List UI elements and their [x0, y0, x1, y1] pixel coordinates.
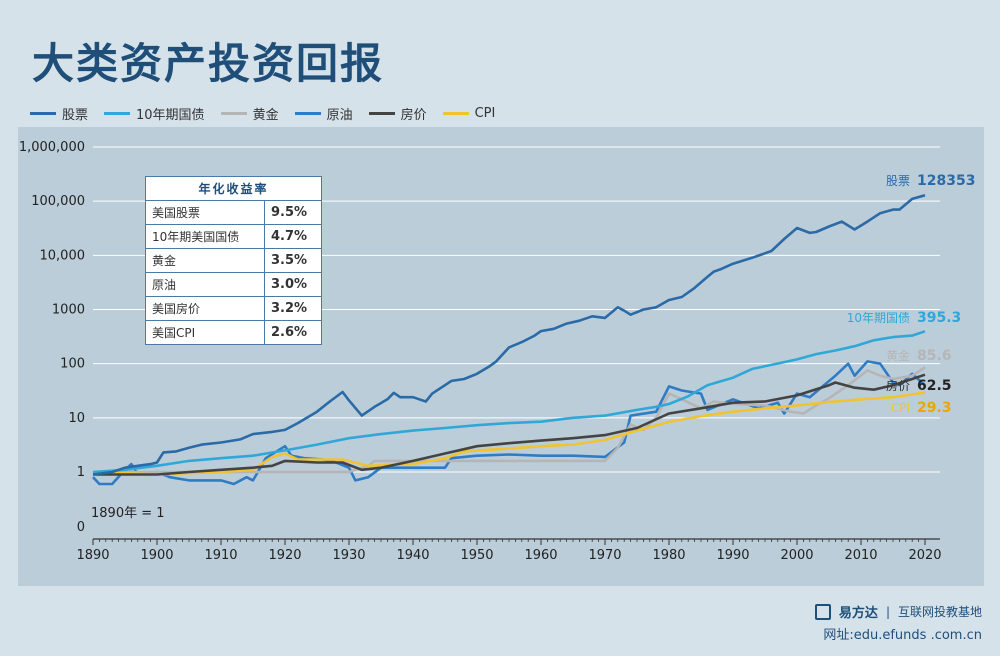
series-end-value: 128353 — [917, 173, 975, 189]
series-end-label: 房价 — [886, 378, 910, 393]
series-end-label: CPI — [891, 401, 910, 415]
series-line-2 — [93, 366, 926, 474]
series-end-label: 股票 — [886, 174, 910, 188]
table-cell-return: 3.0% — [264, 272, 322, 297]
x-tick-label: 1890 — [76, 548, 109, 563]
series-end-label: 10年期国债 — [847, 311, 910, 325]
legend-item: CPI — [442, 104, 496, 123]
table-header: 年化收益率 — [145, 176, 322, 201]
legend-label: 原油 — [326, 108, 353, 123]
table-cell-return: 9.5% — [264, 200, 322, 225]
table-row: 美国房价 3.2% — [145, 296, 322, 321]
table-row: 10年期美国国债 4.7% — [145, 224, 322, 249]
series-line-4 — [93, 373, 926, 476]
legend-label: 房价 — [400, 108, 427, 123]
series-end-value: 62.5 — [917, 378, 952, 394]
x-tick-label: 1960 — [524, 548, 557, 563]
legend-swatch — [30, 112, 56, 115]
table-cell-asset: 美国CPI — [145, 320, 265, 345]
table-cell-return: 4.7% — [264, 224, 322, 249]
legend-label: 黄金 — [252, 108, 279, 123]
series-line-3 — [92, 360, 926, 486]
base-note: 1890年 = 1 — [91, 506, 165, 521]
table-cell-return: 3.5% — [264, 248, 322, 273]
footer-logo: 易方达 | 互联网投教基地 — [814, 602, 982, 621]
y-tick-label: 100,000 — [31, 194, 85, 209]
x-tick-label: 2010 — [844, 548, 877, 563]
x-tick-label: 1910 — [204, 548, 237, 563]
y-tick-label: 0 — [77, 520, 85, 535]
legend-item: 黄金 — [220, 104, 279, 123]
x-tick-label: 2000 — [780, 548, 813, 563]
table-row: 美国股票 9.5% — [145, 200, 322, 225]
legend-item: 10年期国债 — [104, 104, 205, 123]
y-tick-label: 100 — [60, 357, 85, 372]
table-cell-asset: 原油 — [145, 272, 265, 297]
table-cell-asset: 美国房价 — [145, 296, 265, 321]
y-tick-label: 1,000,000 — [19, 140, 85, 155]
legend-swatch — [104, 112, 131, 115]
x-tick-label: 1990 — [716, 548, 749, 563]
legend-swatch — [294, 112, 321, 115]
series-line-0 — [92, 194, 926, 476]
table-cell-return: 3.2% — [264, 296, 322, 321]
legend-swatch — [220, 112, 247, 115]
table-row: 美国CPI 2.6% — [145, 320, 322, 345]
y-tick-label: 1000 — [52, 303, 85, 318]
chart-legend: 股票 10年期国债 黄金 原油 房价 CPI — [30, 104, 495, 123]
footer-tagline: 互联网投教基地 — [897, 605, 982, 619]
x-tick-label: 1920 — [268, 548, 301, 563]
legend-item: 房价 — [368, 104, 427, 123]
series-end-value: 29.3 — [917, 400, 952, 416]
footer-brand: 易方达 — [838, 606, 878, 621]
footer-separator: | — [885, 604, 890, 619]
legend-swatch — [368, 112, 395, 115]
table-row: 原油 3.0% — [145, 272, 322, 297]
x-tick-label: 1900 — [140, 548, 173, 563]
table-cell-return: 2.6% — [264, 320, 322, 345]
table-cell-asset: 美国股票 — [145, 200, 265, 225]
y-tick-label: 10 — [68, 411, 85, 426]
legend-label: 10年期国债 — [136, 108, 205, 123]
legend-swatch — [442, 112, 469, 115]
annual-return-table: 年化收益率 美国股票 9.5% 10年期美国国债 4.7% 黄金 3.5% 原油 3.0% 美国… — [145, 176, 322, 345]
brand-logo-icon — [814, 603, 831, 620]
table-row: 黄金 3.5% — [145, 248, 322, 273]
series-end-label: 黄金 — [886, 348, 910, 363]
x-tick-label: 1970 — [588, 548, 621, 563]
x-tick-label: 1980 — [652, 548, 685, 563]
table-cell-asset: 黄金 — [145, 248, 265, 273]
series-line-1 — [92, 330, 926, 474]
legend-label: 股票 — [62, 108, 89, 123]
x-tick-label: 1940 — [396, 548, 429, 563]
series-line-5 — [92, 391, 926, 476]
x-tick-label: 2020 — [908, 548, 941, 563]
legend-label: CPI — [474, 106, 496, 121]
x-tick-label: 1930 — [332, 548, 365, 563]
page-title: 大类资产投资回报 — [32, 39, 385, 88]
x-tick-label: 1950 — [460, 548, 493, 563]
table-cell-asset: 10年期美国国债 — [145, 224, 265, 249]
legend-item: 股票 — [30, 104, 88, 123]
footer-url[interactable]: 网址:edu.efunds .com.cn — [823, 628, 982, 643]
series-end-value: 395.3 — [917, 310, 961, 326]
series-end-value: 85.6 — [917, 348, 952, 364]
y-tick-label: 1 — [77, 465, 85, 480]
y-tick-label: 10,000 — [40, 248, 86, 263]
legend-item: 原油 — [294, 104, 353, 123]
